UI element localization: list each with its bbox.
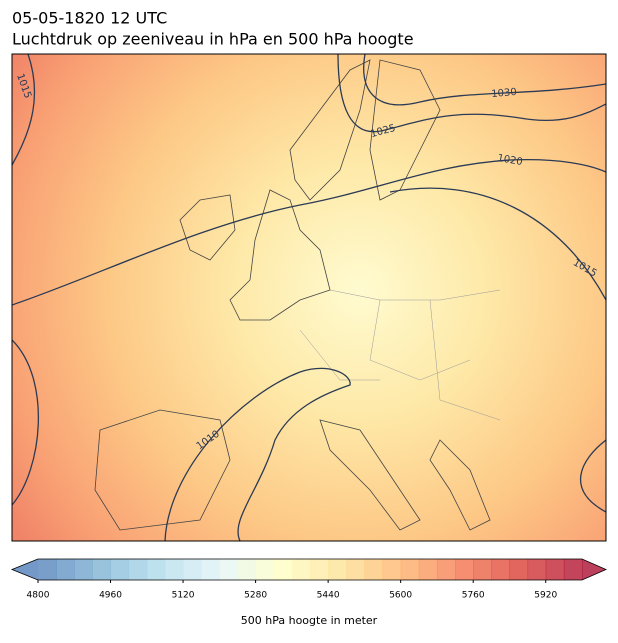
coastline bbox=[289, 59, 371, 201]
colorbar-tick-label: 4800 bbox=[27, 591, 50, 601]
isobar bbox=[579, 439, 606, 513]
isobar bbox=[164, 367, 351, 541]
colorbar-bin bbox=[310, 559, 329, 580]
colorbar-bin bbox=[364, 559, 384, 580]
colorbar-bin bbox=[146, 559, 166, 580]
colorbar: 4800 4960 5120 5280 5440 5600 5760 5920 bbox=[10, 558, 607, 601]
map-frame bbox=[11, 53, 607, 542]
colorbar-tick-label: 5920 bbox=[534, 591, 557, 601]
colorbar-bin bbox=[509, 559, 529, 580]
map-area bbox=[12, 54, 606, 541]
colorbar-bin bbox=[346, 559, 365, 580]
isobar bbox=[363, 54, 606, 106]
coastline bbox=[229, 189, 331, 321]
colorbar-bin bbox=[491, 559, 510, 580]
colorbar-tick-label: 5440 bbox=[317, 591, 340, 601]
colorbar-extend bbox=[582, 559, 606, 580]
colorbar-tick-label: 5280 bbox=[244, 591, 267, 601]
coastline bbox=[319, 419, 421, 531]
colorbar-bin bbox=[563, 559, 583, 580]
colorbar-bin bbox=[219, 559, 238, 580]
colorbar-tick-label: 4960 bbox=[99, 591, 122, 601]
colorbar-bin bbox=[273, 559, 293, 580]
colorbar-bin bbox=[183, 559, 202, 580]
colorbar-bin bbox=[237, 559, 257, 580]
contour-label: 1030 bbox=[491, 87, 517, 100]
colorbar-bin bbox=[328, 559, 347, 580]
colorbar-bin bbox=[382, 559, 402, 580]
height-field bbox=[12, 54, 606, 541]
colorbar-tick-label: 5600 bbox=[389, 591, 412, 601]
colorbar-label: 500 hPa hoogte in meter bbox=[241, 614, 378, 627]
colorbar-bin bbox=[164, 559, 184, 580]
isobar bbox=[12, 159, 606, 306]
colorbar-bin bbox=[455, 559, 474, 580]
colorbar-tick-label: 5760 bbox=[462, 591, 485, 601]
colorbar-bin bbox=[92, 559, 112, 580]
subtitle: Luchtdruk op zeeniveau in hPa en 500 hPa… bbox=[12, 30, 414, 49]
title: 05-05-1820 12 UTC bbox=[12, 9, 167, 28]
colorbar-bin bbox=[74, 559, 93, 580]
colorbar-bin bbox=[527, 559, 547, 580]
colorbar-bin bbox=[291, 559, 311, 580]
colorbar-bin bbox=[110, 559, 130, 580]
isobar bbox=[337, 54, 606, 133]
coastline bbox=[369, 59, 441, 201]
border bbox=[299, 289, 501, 421]
isobar bbox=[389, 187, 606, 301]
colorbar-bin bbox=[128, 559, 148, 580]
coastline bbox=[429, 439, 491, 531]
colorbar-bin bbox=[56, 559, 75, 580]
colorbar-bin bbox=[418, 559, 438, 580]
colorbar-bin bbox=[436, 559, 456, 580]
colorbar-outline bbox=[10, 558, 607, 581]
coastline bbox=[179, 194, 236, 261]
isobar bbox=[12, 54, 36, 166]
isobar bbox=[12, 339, 39, 506]
colorbar-bin bbox=[201, 559, 220, 580]
colorbar-bin bbox=[400, 559, 420, 580]
colorbar-tick-label: 5120 bbox=[172, 591, 195, 601]
colorbar-bin bbox=[255, 559, 275, 580]
colorbar-bin bbox=[473, 559, 492, 580]
colorbar-extend bbox=[12, 559, 38, 580]
colorbar-bin bbox=[545, 559, 565, 580]
contour-label: 1020 bbox=[496, 153, 523, 168]
colorbar-bin bbox=[38, 559, 57, 580]
coastline bbox=[94, 409, 231, 531]
